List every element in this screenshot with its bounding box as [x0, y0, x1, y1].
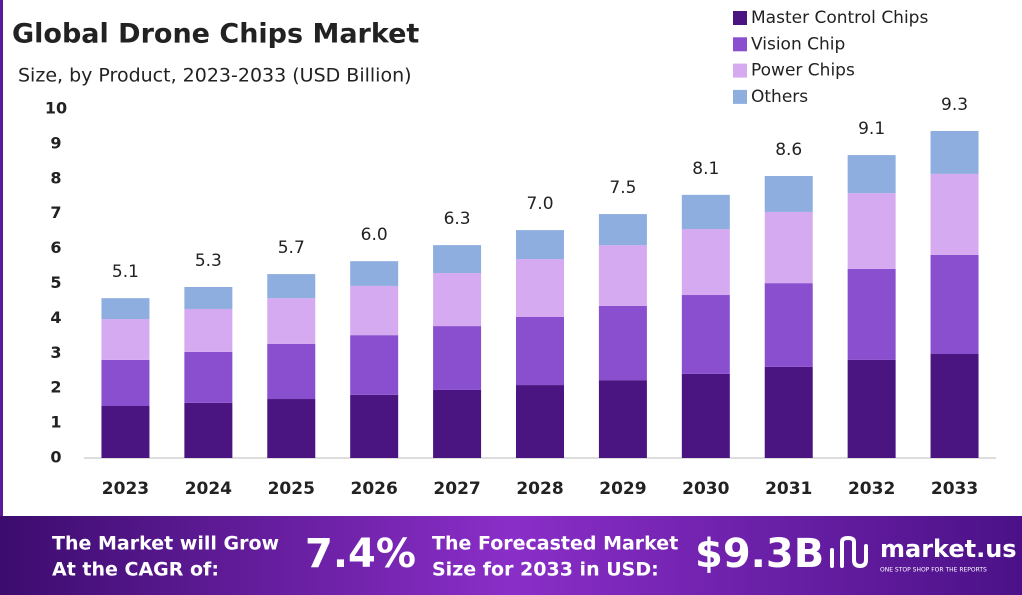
legend-swatch	[733, 63, 747, 78]
y-tick-label: 8	[50, 168, 61, 187]
logo-tagline: ONE STOP SHOP FOR THE REPORTS	[880, 567, 987, 574]
total-label: 5.7	[278, 238, 305, 258]
logo-icon	[830, 535, 868, 569]
banner-text: The Market will Grow	[52, 533, 279, 555]
x-tick-label: 2030	[682, 479, 729, 499]
bar-segment	[930, 353, 979, 458]
y-tick-label: 6	[50, 238, 61, 257]
bar-segment	[598, 305, 647, 381]
legend-label: Master Control Chips	[751, 8, 928, 28]
total-label: 6.0	[361, 225, 388, 245]
x-tick-label: 2029	[599, 479, 646, 499]
bar-segment	[847, 193, 896, 269]
bar-segment	[433, 245, 482, 274]
y-tick-label: 5	[50, 273, 61, 292]
bar-segment	[681, 295, 730, 374]
x-tick-label: 2028	[516, 479, 563, 499]
bar-segment	[930, 173, 979, 255]
x-tick-label: 2023	[102, 479, 149, 499]
legend-label: Vision Chip	[751, 34, 845, 54]
bar-segment	[101, 359, 150, 406]
chart-subtitle: Size, by Product, 2023-2033 (USD Billion…	[18, 65, 412, 87]
bar-segment	[101, 298, 150, 320]
frame-edge	[0, 0, 3, 516]
bar-segment	[267, 343, 316, 400]
y-tick-label: 2	[50, 378, 61, 397]
bar-segment	[184, 286, 233, 309]
bar-segment	[350, 261, 399, 286]
y-tick-label: 4	[50, 308, 61, 327]
logo: market.us	[880, 535, 1017, 563]
bar-segment	[764, 211, 813, 284]
bar-segment	[681, 194, 730, 230]
bar-segment	[516, 259, 564, 318]
bar-segment	[350, 285, 399, 336]
bar-segment	[433, 389, 482, 458]
bar-segment	[516, 385, 564, 458]
bar-segment	[847, 268, 896, 360]
banner-text: At the CAGR of:	[52, 559, 219, 581]
legend-swatch	[733, 11, 747, 25]
total-label: 7.0	[526, 194, 553, 214]
total-label: 7.5	[609, 178, 636, 198]
bar-segment	[184, 402, 233, 458]
bar-segment	[350, 394, 399, 458]
chart-title: Global Drone Chips Market	[12, 19, 419, 50]
x-tick-label: 2031	[765, 479, 812, 499]
total-label: 8.1	[692, 159, 719, 179]
banner-value: 7.4%	[305, 531, 416, 577]
legend-label: Power Chips	[751, 61, 855, 81]
bar-segment	[184, 351, 233, 403]
bar-segment	[681, 373, 730, 458]
x-tick-label: 2026	[351, 479, 398, 499]
y-tick-label: 0	[50, 448, 61, 467]
y-tick-label: 10	[45, 99, 67, 118]
x-tick-label: 2025	[268, 479, 315, 499]
x-tick-label: 2027	[433, 479, 480, 499]
total-label: 6.3	[444, 209, 471, 229]
total-label: 5.1	[112, 262, 139, 282]
bar-segment	[764, 283, 813, 367]
bar-segment	[267, 298, 316, 344]
bar-segment	[433, 326, 482, 390]
bar-segment	[267, 274, 316, 299]
total-label: 9.1	[858, 119, 885, 139]
bar-segment	[516, 317, 564, 386]
x-tick-label: 2032	[848, 479, 895, 499]
legend-swatch	[733, 37, 747, 52]
y-tick-label: 1	[50, 413, 61, 432]
legend-swatch	[733, 89, 747, 104]
bar-segment	[847, 359, 896, 458]
bar-segment	[681, 229, 730, 296]
banner-text: Size for 2033 in USD:	[432, 559, 659, 581]
bar-segment	[598, 245, 647, 306]
y-tick-label: 9	[50, 133, 61, 152]
bar-segment	[930, 130, 979, 174]
bar-segment	[516, 230, 564, 260]
y-tick-label: 3	[50, 343, 61, 362]
bar-segment	[101, 319, 150, 360]
bar-segment	[184, 308, 233, 352]
x-tick-label: 2024	[185, 479, 232, 499]
bar-segment	[847, 155, 896, 194]
bar-segment	[267, 399, 316, 458]
bar-segment	[764, 366, 813, 458]
bar-segment	[350, 335, 399, 395]
total-label: 9.3	[941, 95, 968, 115]
banner	[0, 516, 1022, 595]
bar-segment	[598, 214, 647, 246]
total-label: 8.6	[775, 140, 802, 160]
banner-text: The Forecasted Market	[432, 533, 678, 555]
bar-segment	[930, 254, 979, 354]
bar-segment	[598, 380, 647, 458]
bar-segment	[764, 176, 813, 212]
banner-value: $9.3B	[695, 531, 824, 577]
bar-segment	[101, 405, 150, 458]
y-tick-label: 7	[50, 203, 61, 222]
total-label: 5.3	[195, 251, 222, 271]
legend-label: Others	[751, 87, 808, 107]
bar-segment	[433, 273, 482, 327]
x-tick-label: 2033	[931, 479, 978, 499]
